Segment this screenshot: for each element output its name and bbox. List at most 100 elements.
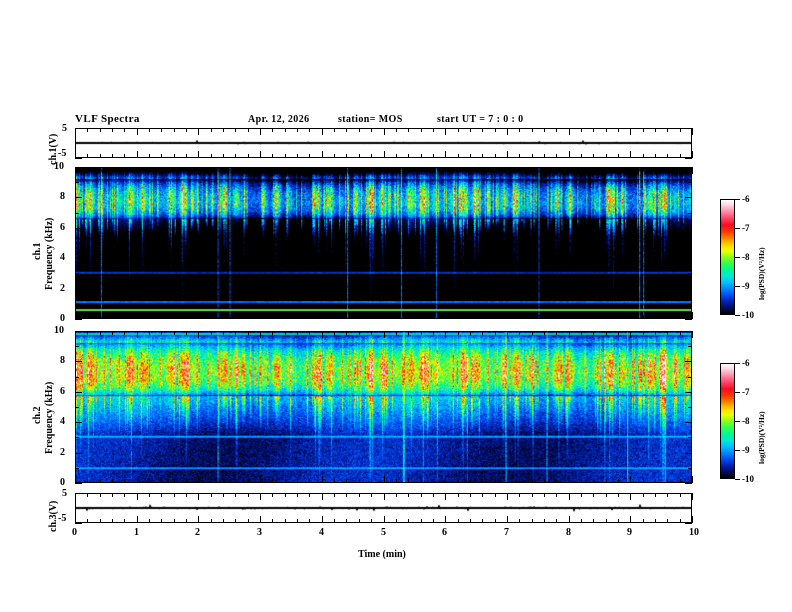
xtick-ch3w-5 (137, 516, 138, 523)
xtick-top-ch3w-37 (532, 493, 533, 497)
xtick-ch1w-8 (174, 154, 175, 158)
xtick-ch2s-22 (346, 479, 347, 483)
cbar2-tick--7 (735, 392, 740, 393)
xtick-ch1w-24 (371, 154, 372, 158)
xtick-ch1w-44 (618, 154, 619, 158)
xtick-top-ch3w-26 (396, 493, 397, 497)
xtick-top-ch1w-29 (433, 128, 434, 132)
xtick-ch3w-15 (260, 516, 261, 523)
ytick-ch1s-3 (75, 273, 79, 274)
xtick-top-ch1w-6 (149, 128, 150, 132)
xtick-ch1w-18 (297, 154, 298, 158)
xtick-ch1w-9 (186, 154, 187, 158)
xtick-ch1w-16 (272, 154, 273, 158)
xtick-top-ch3w-35 (507, 493, 508, 500)
xtick-ch3w-11 (211, 519, 212, 523)
xtick-top-ch2s-50 (692, 331, 693, 338)
cbar1-label--8: -8 (742, 252, 750, 262)
xtick-ch1s-38 (544, 315, 545, 319)
cbar1-tick--7 (735, 228, 740, 229)
xtick-ch2s-41 (581, 479, 582, 483)
xtick-top-ch1s-46 (643, 167, 644, 171)
xtick-ch1s-50 (692, 312, 693, 319)
xtick-top-ch1s-18 (297, 167, 298, 171)
xtick-ch1w-38 (544, 154, 545, 158)
xtick-ch1w-10 (198, 151, 199, 158)
ytick-ch2s-6 (75, 392, 82, 393)
xtick-top-ch1w-2 (100, 128, 101, 132)
xtick-ch2s-10 (198, 476, 199, 483)
xtick-ch3w-24 (371, 519, 372, 523)
xtick-ch2s-3 (112, 479, 113, 483)
xtick-ch2s-19 (309, 479, 310, 483)
ytick-ch2s-8 (75, 361, 82, 362)
xtick-top-ch2s-11 (211, 331, 212, 335)
xtick-ch1w-5 (137, 151, 138, 158)
xtick-ch1w-25 (384, 151, 385, 158)
xtick-ch3w-3 (112, 519, 113, 523)
xtick-ch1w-34 (495, 154, 496, 158)
xtick-top-ch1w-38 (544, 128, 545, 132)
xtick-ch1w-31 (458, 154, 459, 158)
xtick-top-ch3w-50 (692, 493, 693, 500)
ytick-right-ch1s-4 (685, 258, 692, 259)
xtick-ch1s-2 (100, 315, 101, 319)
xtick-top-ch1w-33 (482, 128, 483, 132)
xtick-ch2s-20 (322, 476, 323, 483)
xtick-ch3w-7 (161, 519, 162, 523)
xtick-top-ch2s-18 (297, 331, 298, 335)
xtick-ch1s-28 (421, 315, 422, 319)
xtick-ch3w-38 (544, 519, 545, 523)
ytick-ch1s-7 (75, 213, 79, 214)
xtick-ch1s-25 (384, 312, 385, 319)
xtick-top-ch3w-10 (198, 493, 199, 500)
xtick-ch1s-19 (309, 315, 310, 319)
xtick-ch1s-22 (346, 315, 347, 319)
xtick-top-ch3w-24 (371, 493, 372, 497)
xtick-ch2s-4 (124, 479, 125, 483)
xtick-ch1w-35 (507, 151, 508, 158)
xtick-top-ch2s-35 (507, 331, 508, 338)
ytick-label-ch2s-2: 2 (60, 447, 65, 458)
xtick-top-ch3w-49 (680, 493, 681, 497)
xtick-ch1s-3 (112, 315, 113, 319)
xtick-top-ch1w-30 (445, 128, 446, 135)
xtick-ch3w-39 (556, 519, 557, 523)
xtick-top-ch2s-24 (371, 331, 372, 335)
xtick-ch2s-42 (593, 479, 594, 483)
xtick-ch3w-13 (235, 519, 236, 523)
xtick-ch2s-37 (532, 479, 533, 483)
xtick-top-ch2s-39 (556, 331, 557, 335)
ytick-label-ch1s-10: 10 (54, 161, 64, 172)
xtick-top-ch2s-28 (421, 331, 422, 335)
xtick-ch2s-32 (470, 479, 471, 483)
xtick-ch3w-35 (507, 516, 508, 523)
xaxis-label: Time (min) (358, 549, 406, 560)
ytick-right-ch3w-5 (685, 493, 692, 494)
xtick-ch1w-27 (408, 154, 409, 158)
xtick-ch3w-19 (309, 519, 310, 523)
xtick-top-ch2s-49 (680, 331, 681, 335)
ytick-ch1s-5 (75, 243, 79, 244)
ytick-label-ch1s-4: 4 (60, 252, 65, 263)
xtick-top-ch1s-44 (618, 167, 619, 171)
ch3-wave-ytick-pos5: 5 (62, 488, 67, 499)
xtick-ch1w-15 (260, 151, 261, 158)
xtick-ch3w-18 (297, 519, 298, 523)
cbar2-label--8: -8 (742, 416, 750, 426)
xtick-ch2s-13 (235, 479, 236, 483)
xtick-top-ch1s-28 (421, 167, 422, 171)
xtick-top-ch1s-7 (161, 167, 162, 171)
xtick-top-ch3w-44 (618, 493, 619, 497)
xtick-top-ch1s-37 (532, 167, 533, 171)
ytick-label-ch2s-4: 4 (60, 416, 65, 427)
ytick-label-ch1s-8: 8 (60, 191, 65, 202)
xtick-ch3w-2 (100, 519, 101, 523)
xtick-ch3w-37 (532, 519, 533, 523)
xtick-top-ch2s-29 (433, 331, 434, 335)
ytick-ch2s-0 (75, 483, 82, 484)
xtick-top-ch1s-27 (408, 167, 409, 171)
xtick-top-ch2s-48 (667, 331, 668, 335)
xtick-top-ch1s-26 (396, 167, 397, 171)
